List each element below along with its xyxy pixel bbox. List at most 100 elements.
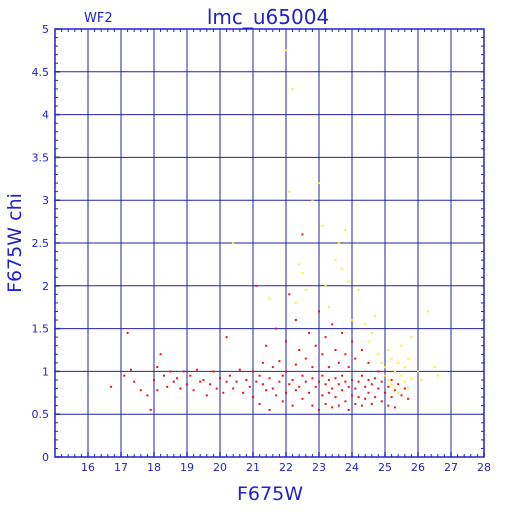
data-point-0-73 (301, 397, 304, 400)
data-point-0-144 (393, 389, 396, 392)
data-point-0-80 (311, 404, 314, 407)
data-point-0-146 (397, 383, 400, 386)
data-point-1-13 (327, 306, 330, 309)
data-point-0-93 (327, 378, 330, 381)
data-point-0-55 (275, 327, 278, 330)
data-point-1-40 (403, 366, 406, 369)
data-point-0-112 (347, 408, 350, 411)
data-point-0-16 (176, 377, 179, 380)
data-point-1-27 (384, 366, 386, 369)
data-point-0-30 (222, 391, 225, 394)
data-point-1-1 (268, 297, 271, 300)
data-point-1-48 (433, 366, 436, 369)
data-point-0-72 (301, 374, 304, 377)
data-point-0-63 (288, 383, 291, 386)
data-point-1-46 (420, 378, 423, 381)
data-point-1-29 (387, 349, 390, 351)
data-point-0-121 (357, 396, 360, 399)
data-point-0-31 (225, 380, 228, 383)
data-point-0-21 (192, 389, 195, 392)
data-point-0-15 (172, 380, 175, 383)
data-point-0-94 (327, 391, 330, 394)
data-point-0-52 (271, 366, 274, 369)
data-point-1-5 (294, 301, 297, 304)
data-point-1-20 (357, 289, 360, 292)
data-point-0-115 (351, 394, 353, 397)
data-point-0-135 (377, 370, 380, 373)
y-tick-labels: 0 0.5 1 1.5 2 2.5 3 3.5 4 4.5 5 (32, 23, 50, 464)
data-point-0-141 (387, 404, 390, 407)
data-point-0-125 (364, 385, 367, 388)
data-point-0-19 (186, 383, 188, 386)
data-point-0-66 (291, 404, 294, 407)
y-tick-label-7: 3.5 (32, 151, 50, 164)
data-point-0-75 (304, 380, 307, 383)
data-point-0-79 (311, 377, 314, 380)
data-point-0-20 (189, 374, 192, 377)
data-point-0-54 (275, 394, 278, 397)
series-1 (232, 49, 439, 394)
data-point-0-45 (258, 402, 261, 405)
data-point-0-18 (182, 370, 185, 373)
data-point-0-101 (334, 349, 337, 351)
data-point-1-33 (393, 370, 396, 373)
data-point-0-82 (314, 385, 317, 388)
data-point-0-29 (219, 377, 221, 380)
data-point-0-105 (341, 389, 344, 392)
y-tick-label-1: 0.5 (32, 408, 50, 421)
data-point-0-59 (281, 374, 284, 377)
data-point-0-84 (318, 380, 320, 383)
x-tick-label-3: 19 (180, 461, 194, 474)
data-point-1-10 (318, 182, 320, 185)
data-point-1-28 (384, 374, 386, 377)
data-point-0-53 (271, 387, 274, 390)
data-point-0-67 (294, 363, 297, 366)
data-point-0-68 (294, 389, 297, 392)
data-point-1-15 (337, 242, 340, 244)
data-point-0-86 (318, 310, 320, 313)
data-point-0-129 (367, 361, 370, 364)
data-point-0-114 (351, 378, 353, 381)
data-point-0-24 (202, 378, 205, 381)
data-point-0-14 (169, 370, 172, 373)
data-point-0-0 (110, 385, 113, 388)
data-point-1-47 (426, 310, 429, 313)
data-point-0-70 (298, 385, 301, 388)
data-point-1-24 (374, 314, 377, 317)
data-point-0-7 (149, 408, 152, 411)
data-point-0-46 (261, 383, 264, 386)
data-point-0-56 (278, 380, 281, 383)
data-point-0-88 (321, 394, 324, 397)
data-point-0-100 (334, 396, 337, 399)
chart-subtitle: WF2 (84, 11, 113, 26)
data-point-1-12 (324, 284, 327, 287)
data-point-1-34 (393, 387, 396, 390)
data-point-1-36 (397, 391, 400, 394)
data-point-0-109 (344, 400, 347, 403)
data-point-0-32 (225, 336, 228, 339)
data-point-0-91 (324, 402, 327, 405)
data-point-0-123 (360, 404, 363, 407)
data-point-0-120 (357, 380, 360, 383)
data-point-0-147 (400, 394, 403, 397)
data-point-0-43 (255, 284, 258, 287)
data-point-0-149 (407, 397, 410, 400)
data-point-0-26 (209, 383, 212, 386)
y-tick-label-0: 0 (42, 451, 49, 464)
data-point-1-44 (410, 336, 413, 339)
data-point-1-37 (400, 374, 403, 377)
data-point-0-33 (228, 374, 231, 377)
data-point-1-42 (407, 357, 410, 360)
data-point-0-25 (205, 394, 208, 397)
data-point-0-17 (179, 387, 182, 390)
data-point-0-126 (364, 397, 367, 400)
data-point-1-18 (347, 280, 350, 283)
data-point-1-17 (344, 229, 347, 232)
data-point-0-130 (370, 383, 373, 386)
data-point-0-60 (285, 370, 287, 373)
data-point-0-42 (255, 380, 258, 383)
data-point-0-49 (265, 344, 268, 347)
data-point-0-71 (298, 349, 301, 351)
data-point-0-38 (245, 378, 248, 381)
